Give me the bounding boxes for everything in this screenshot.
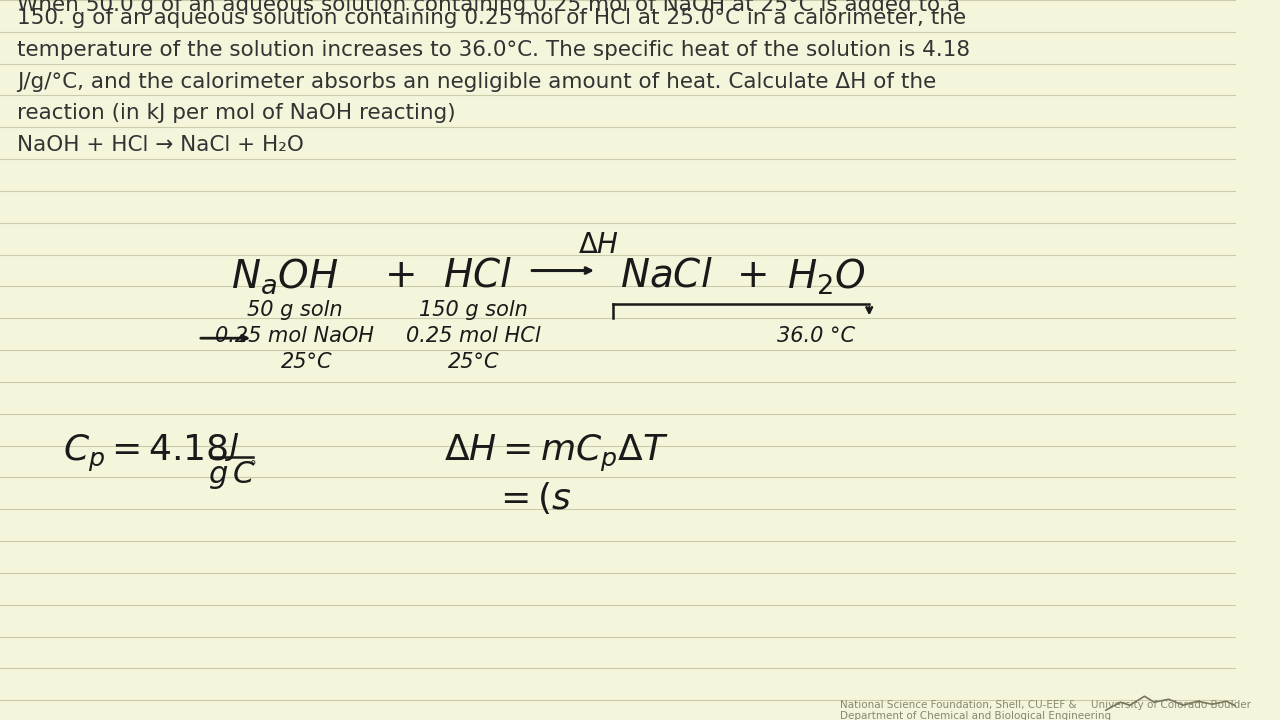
Text: 150 g soln: 150 g soln: [419, 300, 527, 320]
Text: 0.25 mol HCl: 0.25 mol HCl: [406, 326, 540, 346]
Text: $\mathit{g\,C}$: $\mathit{g\,C}$: [209, 459, 256, 490]
Text: $\Delta H$: $\Delta H$: [579, 230, 620, 258]
Text: $\mathit{\Delta H = mC_p\Delta T}$: $\mathit{\Delta H = mC_p\Delta T}$: [444, 433, 669, 474]
Text: National Science Foundation, Shell, CU-EEF &: National Science Foundation, Shell, CU-E…: [840, 700, 1076, 710]
Text: $\mathit{HCl}$: $\mathit{HCl}$: [443, 256, 512, 294]
Text: 150. g of an aqueous solution containing 0.25 mol of HCl at 25.0°C in a calorime: 150. g of an aqueous solution containing…: [18, 8, 966, 28]
Text: 36.0 °C: 36.0 °C: [777, 326, 855, 346]
Text: $\mathit{C_p}$: $\mathit{C_p}$: [63, 433, 105, 474]
Text: $\mathit{J}$: $\mathit{J}$: [224, 431, 239, 463]
Text: $\mathit{+}$: $\mathit{+}$: [736, 256, 767, 294]
Text: NaOH + HCl → NaCl + H₂O: NaOH + HCl → NaCl + H₂O: [18, 135, 305, 156]
Text: 0.25 mol NaOH: 0.25 mol NaOH: [215, 326, 374, 346]
Text: $\mathit{^\circ}$: $\mathit{^\circ}$: [246, 459, 257, 477]
Text: $\mathit{H_2O}$: $\mathit{H_2O}$: [787, 256, 867, 297]
Text: J/g/°C, and the calorimeter absorbs an negligible amount of heat. Calculate ΔH o: J/g/°C, and the calorimeter absorbs an n…: [18, 71, 937, 91]
Text: $\mathit{= 4.18}$: $\mathit{= 4.18}$: [104, 433, 229, 467]
Text: University of Colorado Boulder: University of Colorado Boulder: [1092, 700, 1252, 710]
Text: $\mathit{N_aOH}$: $\mathit{N_aOH}$: [232, 256, 339, 296]
Text: 25°C: 25°C: [448, 352, 499, 372]
Text: Department of Chemical and Biological Engineering: Department of Chemical and Biological En…: [840, 711, 1111, 720]
Text: $\mathit{NaCl}$: $\mathit{NaCl}$: [620, 256, 713, 294]
Text: $\mathit{+}$: $\mathit{+}$: [384, 256, 415, 294]
Text: When 50.0 g of an aqueous solution containing 0.25 mol of NaOH at 25°C is added : When 50.0 g of an aqueous solution conta…: [18, 0, 960, 15]
Text: 25°C: 25°C: [282, 352, 333, 372]
Text: reaction (in kJ per mol of NaOH reacting): reaction (in kJ per mol of NaOH reacting…: [18, 104, 456, 123]
Text: $\mathit{= (s}$: $\mathit{= (s}$: [493, 480, 571, 516]
Text: temperature of the solution increases to 36.0°C. The specific heat of the soluti: temperature of the solution increases to…: [18, 40, 970, 60]
Text: 50 g soln: 50 g soln: [247, 300, 342, 320]
